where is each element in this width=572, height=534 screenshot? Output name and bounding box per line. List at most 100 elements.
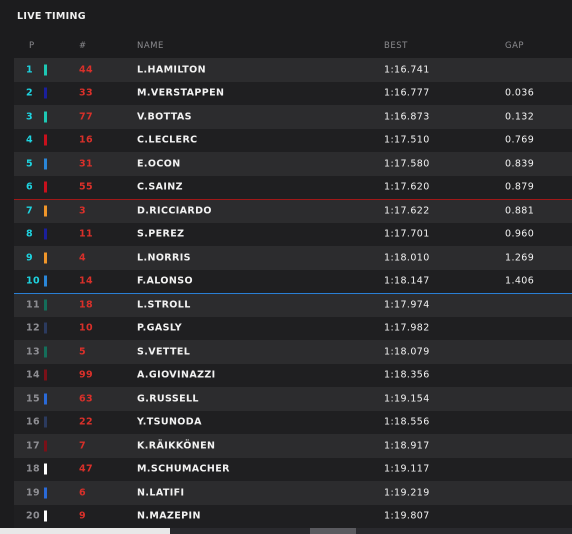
gap-cell: 0.839 <box>505 158 535 170</box>
column-header-row: P # NAME BEST GAP <box>0 41 572 53</box>
table-row[interactable]: 9 4 L.NORRIS 1:18.010 1.269 <box>14 246 572 270</box>
team-color-bar <box>44 252 47 264</box>
position-cell: 12 <box>26 322 41 334</box>
position-cell: 16 <box>26 416 41 428</box>
table-row[interactable]: 3 77 V.BOTTAS 1:16.873 0.132 <box>14 105 572 129</box>
driver-name-cell: S.PEREZ <box>137 228 185 240</box>
table-row[interactable]: 5 31 E.OCON 1:17.580 0.839 <box>14 152 572 176</box>
gap-cell: 0.036 <box>505 87 535 99</box>
driver-name-cell: V.BOTTAS <box>137 111 192 123</box>
driver-name-cell: C.LECLERC <box>137 134 198 146</box>
team-color-bar <box>44 64 47 76</box>
table-row[interactable]: 8 11 S.PEREZ 1:17.701 0.960 <box>14 222 572 246</box>
best-time-cell: 1:19.219 <box>384 487 430 499</box>
team-color-bar <box>44 463 47 475</box>
driver-name-cell: K.RÄIKKÖNEN <box>137 440 216 452</box>
table-row[interactable]: 18 47 M.SCHUMACHER 1:19.117 <box>14 457 572 481</box>
driver-number-cell: 5 <box>79 346 87 358</box>
driver-name-cell: S.VETTEL <box>137 346 191 358</box>
driver-number-cell: 4 <box>79 252 87 264</box>
table-row[interactable]: 11 18 L.STROLL 1:17.974 <box>14 293 572 317</box>
team-color-bar <box>44 275 47 287</box>
driver-number-cell: 6 <box>79 487 87 499</box>
table-row[interactable]: 6 55 C.SAINZ 1:17.620 0.879 <box>14 175 572 199</box>
panel-title: LIVE TIMING <box>17 11 86 22</box>
column-header-number[interactable]: # <box>79 41 87 51</box>
elimination-line-q2 <box>14 293 572 294</box>
position-cell: 4 <box>26 134 34 146</box>
driver-name-cell: L.NORRIS <box>137 252 191 264</box>
driver-number-cell: 55 <box>79 181 94 193</box>
driver-number-cell: 44 <box>79 64 94 76</box>
gap-cell: 0.960 <box>505 228 535 240</box>
best-time-cell: 1:16.741 <box>384 64 430 76</box>
table-row[interactable]: 19 6 N.LATIFI 1:19.219 <box>14 481 572 505</box>
driver-name-cell: A.GIOVINAZZI <box>137 369 216 381</box>
team-color-bar <box>44 369 47 381</box>
position-cell: 13 <box>26 346 41 358</box>
best-time-cell: 1:19.154 <box>384 393 430 405</box>
driver-name-cell: D.RICCIARDO <box>137 205 212 217</box>
column-header-position[interactable]: P <box>29 41 35 51</box>
best-time-cell: 1:16.873 <box>384 111 430 123</box>
position-cell: 15 <box>26 393 41 405</box>
table-row[interactable]: 14 99 A.GIOVINAZZI 1:18.356 <box>14 363 572 387</box>
position-cell: 10 <box>26 275 41 287</box>
horizontal-scrollbar[interactable] <box>0 528 572 534</box>
position-cell: 17 <box>26 440 41 452</box>
position-cell: 14 <box>26 369 41 381</box>
team-color-bar <box>44 205 47 217</box>
table-row[interactable]: 13 5 S.VETTEL 1:18.079 <box>14 340 572 364</box>
position-cell: 8 <box>26 228 34 240</box>
best-time-cell: 1:18.556 <box>384 416 430 428</box>
best-time-cell: 1:17.974 <box>384 299 430 311</box>
table-row[interactable]: 7 3 D.RICCIARDO 1:17.622 0.881 <box>14 199 572 223</box>
team-color-bar <box>44 510 47 522</box>
table-row[interactable]: 17 7 K.RÄIKKÖNEN 1:18.917 <box>14 434 572 458</box>
table-row[interactable]: 20 9 N.MAZEPIN 1:19.807 <box>14 504 572 528</box>
driver-number-cell: 31 <box>79 158 94 170</box>
gap-cell: 0.769 <box>505 134 535 146</box>
driver-number-cell: 7 <box>79 440 87 452</box>
team-color-bar <box>44 134 47 146</box>
position-cell: 3 <box>26 111 34 123</box>
table-row[interactable]: 1 44 L.HAMILTON 1:16.741 <box>14 58 572 82</box>
team-color-bar <box>44 393 47 405</box>
team-color-bar <box>44 299 47 311</box>
best-time-cell: 1:17.580 <box>384 158 430 170</box>
table-row[interactable]: 12 10 P.GASLY 1:17.982 <box>14 316 572 340</box>
team-color-bar <box>44 181 47 193</box>
position-cell: 9 <box>26 252 34 264</box>
position-cell: 5 <box>26 158 34 170</box>
best-time-cell: 1:18.356 <box>384 369 430 381</box>
gap-cell: 0.879 <box>505 181 535 193</box>
driver-number-cell: 11 <box>79 228 94 240</box>
driver-number-cell: 47 <box>79 463 94 475</box>
table-row[interactable]: 4 16 C.LECLERC 1:17.510 0.769 <box>14 128 572 152</box>
column-header-gap[interactable]: GAP <box>505 41 525 51</box>
driver-number-cell: 9 <box>79 510 87 522</box>
position-cell: 7 <box>26 205 34 217</box>
best-time-cell: 1:17.620 <box>384 181 430 193</box>
table-row[interactable]: 16 22 Y.TSUNODA 1:18.556 <box>14 410 572 434</box>
column-header-name[interactable]: NAME <box>137 41 164 51</box>
driver-name-cell: L.STROLL <box>137 299 191 311</box>
team-color-bar <box>44 416 47 428</box>
team-color-bar <box>44 158 47 170</box>
position-cell: 20 <box>26 510 41 522</box>
driver-name-cell: N.LATIFI <box>137 487 185 499</box>
driver-number-cell: 3 <box>79 205 87 217</box>
best-time-cell: 1:18.010 <box>384 252 430 264</box>
table-row[interactable]: 2 33 M.VERSTAPPEN 1:16.777 0.036 <box>14 81 572 105</box>
table-row[interactable]: 10 14 F.ALONSO 1:18.147 1.406 <box>14 269 572 293</box>
driver-number-cell: 77 <box>79 111 94 123</box>
scrollbar-thumb[interactable] <box>310 528 356 534</box>
column-header-best[interactable]: BEST <box>384 41 408 51</box>
best-time-cell: 1:18.079 <box>384 346 430 358</box>
position-cell: 2 <box>26 87 34 99</box>
table-row[interactable]: 15 63 G.RUSSELL 1:19.154 <box>14 387 572 411</box>
team-color-bar <box>44 487 47 499</box>
best-time-cell: 1:17.622 <box>384 205 430 217</box>
elimination-line-q1 <box>14 199 572 200</box>
driver-name-cell: C.SAINZ <box>137 181 183 193</box>
